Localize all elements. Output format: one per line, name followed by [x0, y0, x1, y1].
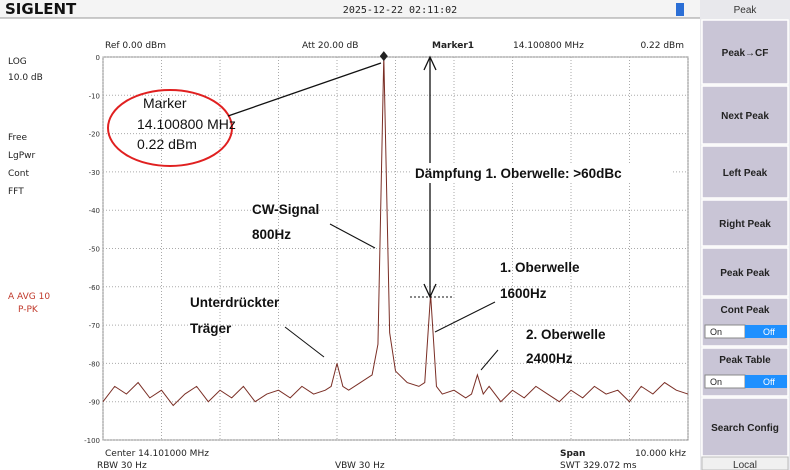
rbw: RBW 30 Hz	[97, 461, 147, 470]
datetime: 2025-12-22 02:11:02	[343, 5, 457, 16]
menu: Peak→CF Next Peak Left Peak Right Peak Peak …	[701, 19, 789, 470]
menu-button-label: Peak→CF	[722, 48, 769, 59]
menu-button-label: Next Peak	[721, 111, 769, 122]
annotation-text: Marker	[143, 95, 187, 111]
center-freq: Center 14.101000 MHz	[105, 449, 209, 459]
annotation-text: 1. Oberwelle	[500, 260, 580, 275]
brand: SIGLENT	[5, 0, 77, 18]
y-tick-label: -40	[89, 207, 100, 215]
annotation-text: Dämpfung 1. Oberwelle: >60dBc	[415, 166, 622, 181]
marker-freq: 14.100800 MHz	[513, 41, 584, 51]
marker-ellipse	[107, 89, 233, 167]
marker-label: Marker1	[432, 41, 474, 51]
menu-button-label: Local	[733, 460, 757, 470]
marker-level: 0.22 dBm	[640, 41, 684, 51]
toggle-off-label: Off	[763, 327, 775, 337]
annotation-text: 1600Hz	[500, 286, 547, 301]
scale-div: 10.0 dB	[8, 73, 43, 83]
annotation-text: CW-Signal	[252, 202, 319, 217]
span-value: 10.000 kHz	[635, 449, 686, 459]
menu-button-label: Search Config	[711, 423, 779, 434]
menu-button-label: Peak Table	[719, 355, 771, 366]
menu-button-label: Cont Peak	[721, 305, 770, 316]
menu-button[interactable]	[701, 19, 789, 85]
annotation-text: 2. Oberwelle	[526, 327, 606, 342]
y-tick-label: -50	[89, 246, 100, 254]
menu-button[interactable]	[701, 145, 789, 199]
toggle-on-label: On	[710, 327, 722, 337]
attenuation: Att 20.00 dB	[302, 41, 358, 51]
vbw: VBW 30 Hz	[335, 461, 385, 470]
menu-button[interactable]	[701, 85, 789, 145]
leader-line	[329, 223, 376, 249]
ref-level: Ref 0.00 dBm	[105, 41, 166, 51]
y-tick-label: -80	[89, 360, 100, 368]
y-tick-label: -70	[89, 322, 100, 330]
menu-button[interactable]	[701, 397, 789, 457]
menu-button[interactable]	[701, 247, 789, 297]
battery-icon	[676, 3, 684, 16]
marker-diamond	[379, 51, 388, 62]
toggle-off[interactable]	[745, 375, 787, 388]
sweep-mode: FFT	[8, 187, 24, 197]
span-label: Span	[560, 449, 585, 459]
annotation-text: Unterdrückter	[190, 295, 280, 310]
menu-button-label: Left Peak	[723, 168, 768, 179]
leader-line	[434, 301, 496, 333]
leader-line	[284, 326, 325, 358]
trig: Free	[8, 133, 28, 143]
y-tick-label: -20	[89, 131, 100, 139]
menu-button-label: Peak Peak	[720, 268, 770, 279]
y-tick-label: -60	[89, 284, 100, 292]
annotation-text: Träger	[190, 321, 232, 336]
annotation-text: 800Hz	[252, 227, 291, 242]
label-bg	[410, 163, 672, 183]
menu-button[interactable]	[701, 199, 789, 247]
sweep: Cont	[8, 169, 29, 179]
toggle-off-label: Off	[763, 377, 775, 387]
trace	[102, 56, 689, 407]
annotation-text: 0.22 dBm	[137, 136, 197, 152]
leader-line	[480, 349, 499, 371]
detector: P-PK	[18, 305, 39, 315]
annotation-text: 14.100800 MHz	[137, 116, 236, 132]
trace-mode: A AVG 10	[8, 292, 50, 302]
avg-type: LgPwr	[8, 151, 36, 161]
toggle-on-label: On	[710, 377, 722, 387]
annotation-text: 2400Hz	[526, 351, 573, 366]
scale-type: LOG	[8, 57, 27, 67]
menu-button-label: Right Peak	[719, 219, 771, 230]
plot: 0 -10 -20 -30 -40 -50 -60 -70 -80 -90 -100	[84, 51, 689, 445]
y-tick-label: -100	[84, 437, 100, 445]
y-tick-label: -30	[89, 169, 100, 177]
header-bar	[0, 0, 700, 18]
toggle-off[interactable]	[745, 325, 787, 338]
y-tick-label: -10	[89, 92, 100, 100]
swt: SWT 329.072 ms	[560, 461, 637, 470]
menu-button[interactable]	[701, 456, 789, 470]
arrow-head	[423, 55, 437, 71]
y-tick-label: -90	[89, 399, 100, 407]
menu-title: Peak	[734, 5, 758, 16]
y-tick-label: 0	[96, 54, 100, 62]
leader-line	[227, 62, 382, 117]
